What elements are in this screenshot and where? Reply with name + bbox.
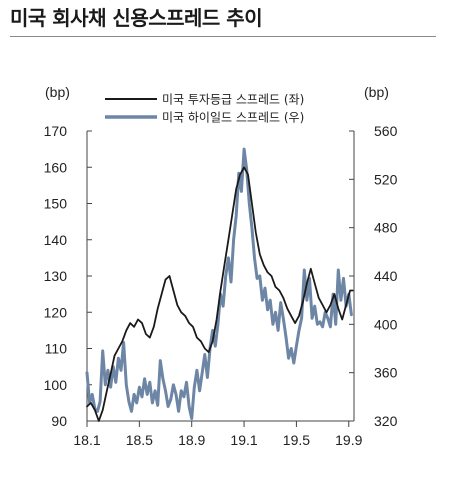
y-right-tick-label: 520 [374,171,398,187]
y-right-tick-label: 480 [374,220,398,236]
y-left-tick-label: 170 [44,123,68,139]
x-tick-label: 19.5 [283,432,310,448]
y-left-tick-label: 130 [44,268,68,284]
y-right-tick-label: 440 [374,268,398,284]
x-tick-label: 19.9 [335,432,362,448]
x-tick-label: 19.1 [230,432,257,448]
title-divider [10,36,436,37]
y-left-tick-label: 140 [44,232,68,248]
x-tick-label: 18.1 [73,432,100,448]
y-left-tick-label: 120 [44,304,68,320]
y-left-tick-label: 100 [44,377,68,393]
chart-legend: 미국 투자등급 스프레드 (좌) 미국 하이일드 스프레드 (우) [105,93,304,125]
y-right-tick-label: 320 [374,413,398,429]
chart-series [85,147,354,422]
legend-label: 미국 투자등급 스프레드 (좌) [162,93,304,107]
series-line-high-yield [85,147,353,421]
y-left-tick-label: 110 [45,341,68,357]
y-left-tick-label: 160 [44,159,68,175]
y-right-tick-label: 360 [374,365,398,381]
page-title: 미국 회사채 신용스프레드 추이 [10,6,263,30]
y-right-tick-label: 400 [374,316,398,332]
chart-axes: 90 100 110 120 130 140 150 160 170 320 360 400 440 48… [44,123,398,448]
y-left-unit: (bp) [45,84,70,100]
y-right-unit: (bp) [364,84,389,100]
x-tick-label: 18.5 [126,432,153,448]
legend-label: 미국 하이일드 스프레드 (우) [162,111,304,125]
y-right-tick-label: 560 [374,123,398,139]
x-tick-label: 18.9 [178,432,205,448]
series-line-investment-grade [86,166,354,422]
y-left-tick-label: 150 [44,196,68,212]
y-left-tick-label: 90 [51,413,67,429]
